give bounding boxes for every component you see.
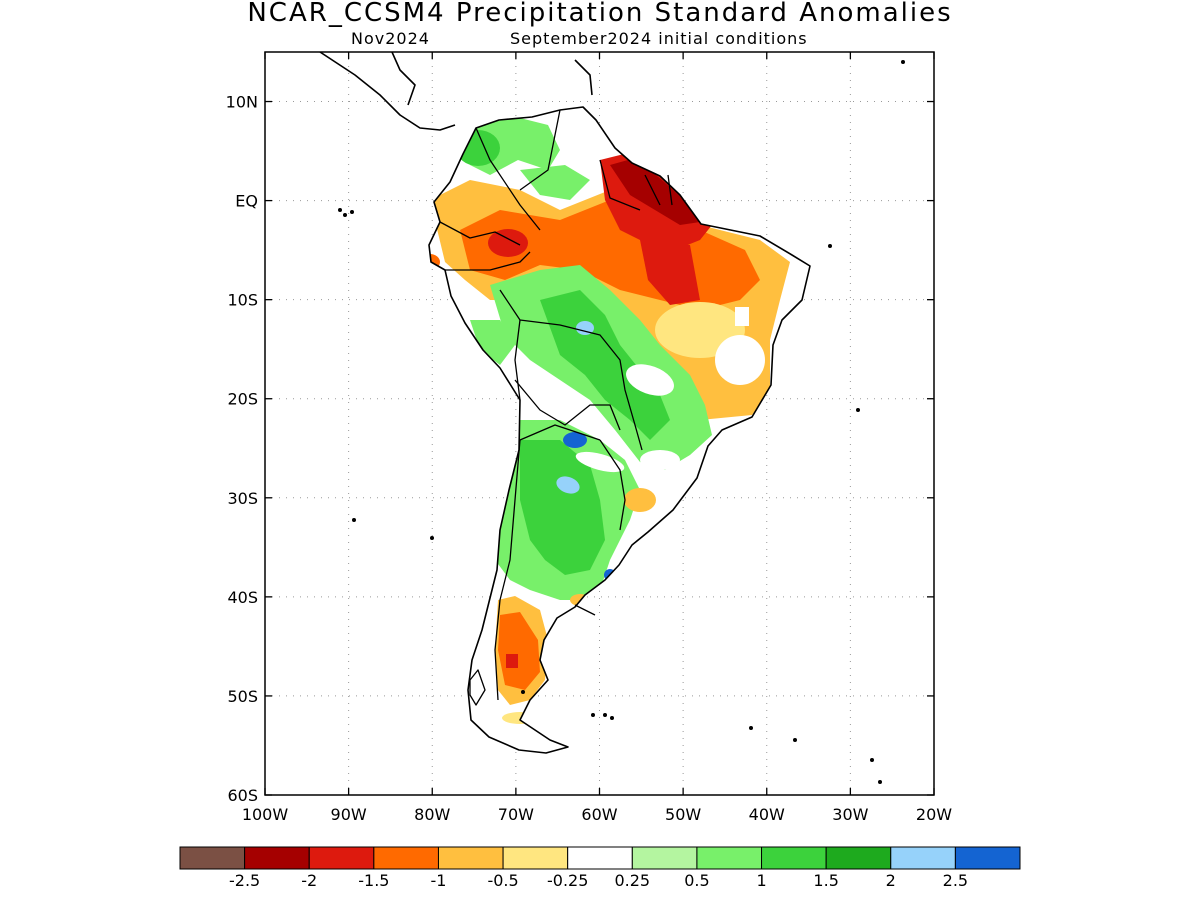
- legend-swatch: [761, 846, 827, 870]
- lat-label: 50S: [227, 687, 258, 706]
- lon-label: 50W: [665, 805, 701, 824]
- valid-month-label: Nov2024: [351, 29, 430, 48]
- legend-swatch: [890, 846, 956, 870]
- lon-label: 100W: [242, 805, 289, 824]
- legend-swatch: [567, 846, 633, 870]
- initial-conditions-label: September2024 initial conditions: [510, 29, 808, 48]
- lon-label: 60W: [581, 805, 617, 824]
- legend-swatch: [437, 846, 504, 870]
- legend-label: -2: [301, 871, 317, 890]
- legend-swatch: [954, 846, 1021, 870]
- color-legend: -2.5 -2 -1.5 -1 -0.5 -0.25 0.25 0.5 1 1.5 2 2.5: [179, 846, 1021, 890]
- legend-label: 1.5: [813, 871, 838, 890]
- lat-label: 60S: [227, 786, 258, 805]
- legend-swatch: [373, 846, 439, 870]
- legend-swatch: [825, 846, 892, 870]
- lat-label: 10N: [226, 93, 258, 112]
- legend-swatch: [244, 846, 310, 870]
- legend-label: 1: [756, 871, 766, 890]
- lon-label: 40W: [749, 805, 785, 824]
- legend-label: 2.5: [943, 871, 968, 890]
- axis-ticks: [264, 52, 935, 796]
- legend-label: 2: [886, 871, 896, 890]
- lon-label: 80W: [414, 805, 450, 824]
- lon-label: 70W: [498, 805, 534, 824]
- legend-swatch: [502, 846, 569, 870]
- legend-label: 0.5: [684, 871, 709, 890]
- legend-label: -1: [430, 871, 446, 890]
- lat-label: 10S: [227, 291, 258, 310]
- map-title: NCAR_CCSM4 Precipitation Standard Anomal…: [247, 0, 953, 28]
- lon-label: 90W: [331, 805, 367, 824]
- longitude-labels: 100W 90W 80W 70W 60W 50W 40W 30W 20W: [242, 805, 952, 824]
- legend-swatch: [308, 846, 375, 870]
- legend-label: -0.25: [547, 871, 588, 890]
- legend-label: -2.5: [229, 871, 260, 890]
- lat-label: 40S: [227, 588, 258, 607]
- latitude-labels: 10N EQ 10S 20S 30S 40S 50S 60S: [226, 93, 258, 805]
- legend-label: 0.25: [614, 871, 650, 890]
- lon-label: 30W: [832, 805, 868, 824]
- legend-swatch: [631, 846, 698, 870]
- anomaly-shading-layer: [429, 107, 810, 753]
- coastline-layer: [319, 52, 905, 784]
- lon-label: 20W: [916, 805, 952, 824]
- legend-label: -1.5: [358, 871, 389, 890]
- legend-swatch: [179, 846, 246, 870]
- lat-label: EQ: [235, 192, 258, 211]
- lat-label: 30S: [227, 489, 258, 508]
- lat-label: 20S: [227, 390, 258, 409]
- legend-label: -0.5: [487, 871, 518, 890]
- legend-swatch: [696, 846, 763, 870]
